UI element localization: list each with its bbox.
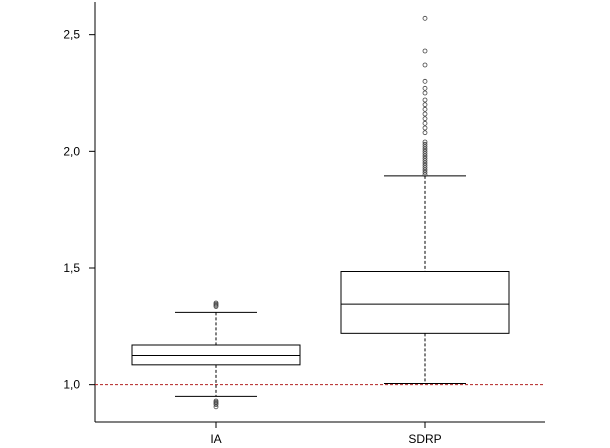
iqr-box (131, 344, 301, 366)
outlier-point (422, 162, 428, 168)
outlier-point (422, 120, 428, 126)
outlier-point (213, 402, 219, 407)
chart-axes (89, 2, 545, 428)
box-sdrp (340, 15, 510, 384)
outlier-point (422, 125, 428, 131)
outlier-point (422, 172, 428, 178)
outlier-point (422, 85, 428, 91)
outlier-point (422, 144, 428, 150)
outlier-point (422, 167, 428, 173)
outlier-point (422, 106, 428, 112)
y-tick-label: 1,0 (63, 378, 80, 392)
outlier-point (422, 116, 428, 122)
outlier-point (422, 139, 428, 145)
outlier-point (422, 141, 428, 147)
outlier-point (422, 148, 428, 154)
outlier-point (422, 165, 428, 171)
y-tick-label: 2,0 (63, 144, 80, 158)
outlier-point (422, 146, 428, 152)
outlier-point (213, 300, 219, 306)
iqr-box (340, 271, 510, 334)
outlier-point (422, 111, 428, 117)
outlier-point (422, 15, 428, 21)
outlier-point (422, 130, 428, 136)
box-ia (131, 300, 301, 410)
outlier-point (422, 160, 428, 166)
y-tick-label: 2,5 (63, 28, 80, 42)
outlier-point (422, 102, 428, 108)
tick-labels-group: 1,0 1,5 2,0 2,5 IA SDRP (63, 28, 441, 446)
outlier-point (422, 158, 428, 164)
outlier-point (422, 151, 428, 157)
boxes-group (131, 15, 510, 410)
outlier-point (422, 78, 428, 84)
outlier-point (422, 48, 428, 54)
outlier-point (422, 62, 428, 68)
outlier-point (422, 155, 428, 161)
x-tick-label: SDRP (408, 432, 441, 446)
outlier-point (422, 90, 428, 96)
outlier-point (422, 97, 428, 103)
outlier-point (422, 169, 428, 175)
x-tick-label: IA (210, 432, 221, 446)
y-tick-label: 1,5 (63, 261, 80, 275)
outlier-point (213, 404, 219, 410)
outlier-point (422, 153, 428, 159)
